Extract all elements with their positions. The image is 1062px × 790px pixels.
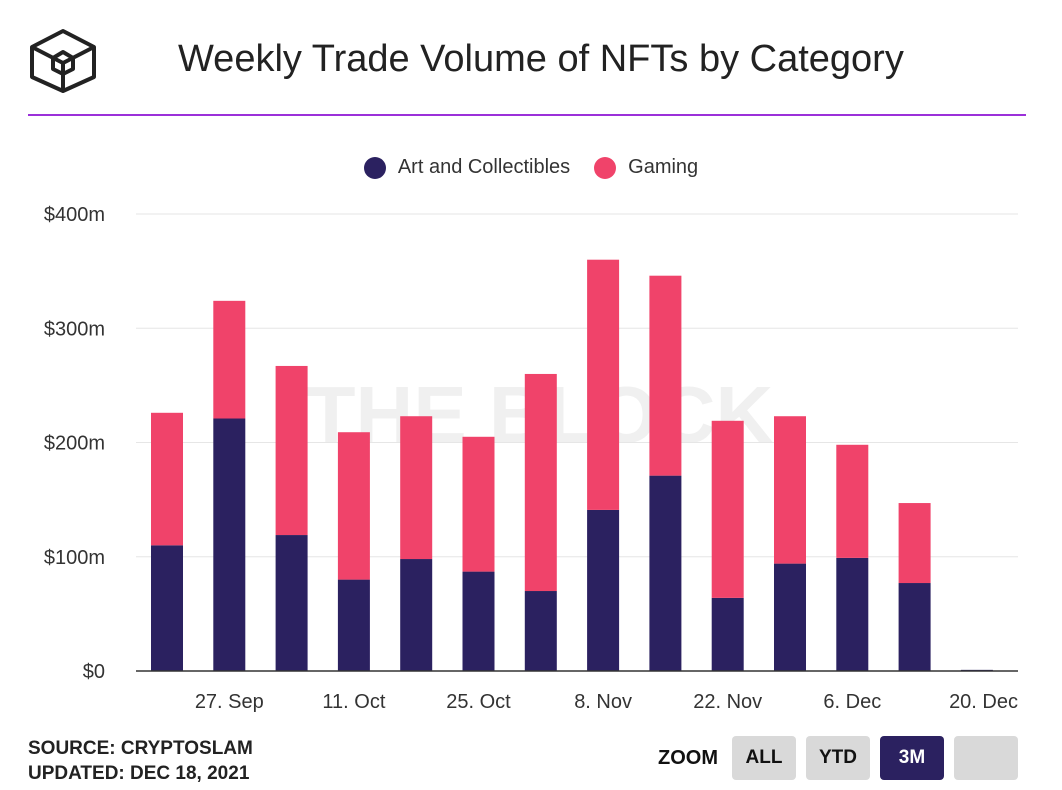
bar-art-and-collectibles: [275, 535, 308, 671]
source-text: SOURCE: CRYPTOSLAM: [28, 738, 253, 759]
bar-gaming: [649, 275, 682, 476]
x-tick-label: 27. Sep: [195, 691, 264, 713]
bar-gaming: [275, 365, 308, 536]
legend-dot-gaming: [594, 156, 617, 179]
x-tick-label: 11. Oct: [322, 691, 385, 713]
chart-legend: Art and Collectibles Gaming: [0, 156, 1062, 179]
bar-art-and-collectibles: [462, 571, 495, 671]
bar-gaming: [774, 416, 806, 564]
bar-gaming: [337, 432, 370, 580]
bar-art-and-collectibles: [711, 597, 744, 671]
bar-art-and-collectibles: [836, 557, 869, 671]
x-tick-label: 8. Nov: [574, 691, 632, 713]
bar-art-and-collectibles: [898, 583, 931, 671]
title-divider: [28, 114, 1026, 116]
bar-gaming: [711, 420, 744, 598]
bar-gaming: [836, 444, 869, 558]
y-tick-label: $100m: [44, 547, 105, 569]
chart-header: Weekly Trade Volume of NFTs by Category: [0, 0, 1062, 118]
legend-item-art[interactable]: Art and Collectibles: [363, 156, 571, 179]
legend-item-gaming[interactable]: Gaming: [594, 156, 698, 179]
legend-dot-art: [363, 156, 386, 179]
zoom-label: ZOOM: [658, 746, 718, 769]
zoom-all-button[interactable]: ALL: [732, 736, 796, 780]
bar-art-and-collectibles: [649, 475, 682, 671]
y-tick-label: $400m: [44, 204, 105, 226]
y-tick-label: $0: [83, 661, 105, 683]
y-tick-label: $200m: [44, 433, 105, 455]
zoom-ytd-button[interactable]: YTD: [806, 736, 870, 780]
updated-text: UPDATED: DEC 18, 2021: [28, 763, 250, 784]
bar-gaming: [151, 412, 183, 546]
bar-art-and-collectibles: [400, 559, 433, 671]
bar-art-and-collectibles: [213, 418, 246, 671]
bar-art-and-collectibles: [774, 563, 806, 671]
chart-title: Weekly Trade Volume of NFTs by Category: [178, 38, 904, 80]
bar-gaming: [524, 373, 557, 592]
bar-art-and-collectibles: [587, 509, 620, 671]
bar-gaming: [898, 503, 931, 584]
bar-gaming: [462, 436, 495, 572]
bar-gaming: [400, 416, 433, 560]
x-tick-label: 22. Nov: [693, 691, 762, 713]
legend-label-gaming: Gaming: [628, 156, 699, 178]
x-tick-label: 6. Dec: [823, 691, 881, 713]
legend-label-art: Art and Collectibles: [397, 156, 571, 178]
bar-art-and-collectibles: [151, 545, 183, 671]
x-tick-label: 25. Oct: [446, 691, 511, 713]
x-tick-label: 20. Dec: [949, 691, 1018, 713]
y-tick-label: $300m: [44, 318, 105, 340]
chart-footer: SOURCE: CRYPTOSLAM UPDATED: DEC 18, 2021: [28, 736, 253, 786]
bar-gaming: [213, 300, 246, 419]
zoom-3m-button[interactable]: 3M: [880, 736, 944, 780]
bar-gaming: [587, 259, 620, 510]
the-block-logo-icon: [30, 29, 96, 93]
bar-art-and-collectibles: [524, 591, 557, 671]
zoom-controls: ZOOM ALL YTD 3M: [650, 736, 1018, 780]
bar-art-and-collectibles: [337, 579, 370, 671]
zoom-blank-button[interactable]: [954, 736, 1018, 780]
